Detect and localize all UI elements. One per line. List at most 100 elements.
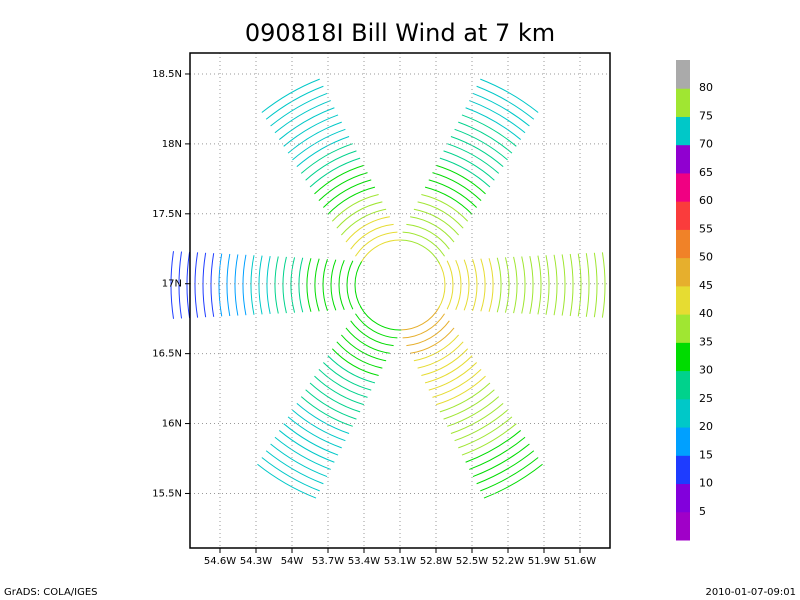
colorbar-label: 5 bbox=[699, 505, 706, 518]
streamline bbox=[296, 136, 350, 168]
streamline bbox=[306, 258, 312, 312]
streamline bbox=[521, 256, 526, 314]
streamline bbox=[465, 430, 522, 463]
streamline bbox=[314, 375, 364, 406]
streamline bbox=[345, 327, 390, 354]
colorbar-label: 10 bbox=[699, 477, 713, 490]
colorbar-label: 35 bbox=[699, 335, 713, 348]
streamline bbox=[402, 313, 445, 339]
y-tick-label: 17N bbox=[162, 279, 182, 290]
streamline bbox=[270, 443, 328, 478]
streamline bbox=[472, 443, 530, 478]
x-tick-label: 52.8W bbox=[420, 556, 452, 567]
streamline bbox=[458, 416, 513, 449]
streamline bbox=[261, 78, 320, 113]
colorbar-label: 25 bbox=[699, 392, 713, 405]
colorbar-swatch bbox=[676, 285, 690, 315]
streamline bbox=[355, 313, 398, 339]
x-tick-label: 54.3W bbox=[240, 556, 272, 567]
streamline bbox=[322, 362, 372, 391]
streamline bbox=[170, 251, 175, 319]
x-tick-label: 53.4W bbox=[348, 556, 380, 567]
streamline bbox=[350, 320, 394, 347]
streamline bbox=[287, 121, 342, 154]
streamline bbox=[258, 255, 263, 315]
streamline bbox=[447, 396, 500, 427]
streamline bbox=[318, 368, 368, 398]
colorbar-swatch bbox=[676, 201, 690, 230]
streamline bbox=[346, 260, 354, 310]
x-tick-label: 51.9W bbox=[528, 556, 560, 567]
x-tick-label: 52.5W bbox=[456, 556, 488, 567]
colorbar-label: 40 bbox=[699, 307, 713, 320]
colorbar-swatch bbox=[676, 342, 690, 372]
streamline bbox=[413, 208, 460, 236]
streamline bbox=[443, 389, 495, 420]
streamline bbox=[314, 164, 364, 195]
streamline bbox=[360, 239, 402, 264]
streamline bbox=[447, 143, 500, 174]
streamline bbox=[545, 255, 550, 315]
streamline bbox=[455, 259, 462, 311]
streamline bbox=[336, 341, 383, 369]
streamline bbox=[292, 409, 346, 442]
colorbar-label: 55 bbox=[699, 222, 713, 235]
colorbar-swatch bbox=[676, 314, 690, 343]
streamline bbox=[443, 150, 495, 181]
streamline bbox=[504, 257, 510, 313]
streamline bbox=[450, 402, 504, 434]
colorbar-swatch bbox=[676, 427, 690, 456]
colorbar-label: 75 bbox=[699, 109, 713, 122]
streamline bbox=[413, 334, 460, 362]
colorbar-swatch bbox=[676, 229, 690, 259]
streamline bbox=[290, 257, 296, 313]
streamline bbox=[292, 128, 346, 161]
streamline bbox=[314, 258, 320, 312]
streamline bbox=[406, 320, 450, 347]
streamline bbox=[480, 78, 539, 113]
streamline bbox=[283, 423, 339, 456]
streamline bbox=[331, 193, 379, 222]
colorbar-label: 20 bbox=[699, 420, 713, 433]
streamline bbox=[537, 255, 542, 315]
streamline bbox=[410, 216, 455, 243]
streamline bbox=[410, 327, 455, 354]
streamline bbox=[465, 107, 522, 140]
streamlines bbox=[170, 78, 606, 499]
plot-frame bbox=[189, 52, 611, 549]
colorbar-swatch bbox=[676, 60, 690, 89]
streamline bbox=[469, 436, 526, 470]
y-tick-label: 18N bbox=[162, 139, 182, 150]
streamline bbox=[202, 252, 207, 318]
streamline bbox=[461, 423, 517, 456]
streamline bbox=[469, 100, 526, 134]
colorbar-label: 30 bbox=[699, 364, 713, 377]
streamline bbox=[340, 334, 387, 362]
streamline bbox=[421, 348, 469, 377]
streamline bbox=[305, 150, 357, 181]
streamline bbox=[417, 341, 464, 369]
streamline bbox=[601, 252, 606, 318]
colorbar-swatch bbox=[676, 144, 690, 174]
streamline bbox=[309, 382, 361, 413]
streamline bbox=[436, 375, 486, 406]
streamline bbox=[569, 253, 574, 317]
colorbar-swatch bbox=[676, 483, 690, 513]
streamline bbox=[406, 223, 450, 250]
streamline bbox=[296, 402, 350, 434]
streamline bbox=[327, 355, 376, 384]
streamline bbox=[513, 256, 518, 314]
streamline bbox=[529, 255, 534, 315]
streamline bbox=[437, 261, 446, 309]
streamline bbox=[398, 239, 440, 264]
streamline bbox=[417, 201, 464, 229]
colorbar-label: 70 bbox=[699, 138, 713, 151]
streamline bbox=[577, 253, 582, 317]
colorbar-swatch bbox=[676, 88, 690, 117]
streamline bbox=[257, 463, 317, 499]
streamline bbox=[266, 255, 271, 315]
streamline bbox=[298, 257, 304, 313]
streamline bbox=[340, 208, 387, 236]
streamline bbox=[360, 306, 402, 331]
streamline bbox=[300, 396, 353, 427]
